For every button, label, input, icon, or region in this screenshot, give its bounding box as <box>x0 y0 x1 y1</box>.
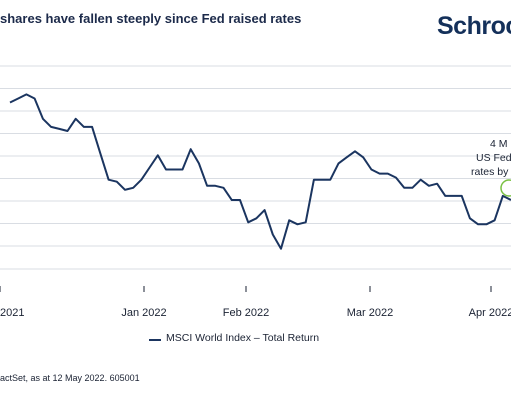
x-tick-label: Mar 2022 <box>347 307 393 319</box>
gridlines <box>0 65 511 270</box>
annotation-marker <box>500 179 511 197</box>
annotation: 4 M US Fed rates by <box>471 138 511 197</box>
schroders-logo: Schroc <box>437 12 511 40</box>
legend-label: MSCI World Index – Total Return <box>166 332 320 344</box>
annotation-text: 4 M <box>490 138 508 150</box>
annotation-text: US Fed <box>476 152 511 164</box>
x-axis: 2021 Jan 2022 Feb 2022 Mar 2022 Apr 2022 <box>0 286 511 319</box>
source-note: actSet, as at 12 May 2022. 605001 <box>0 373 140 383</box>
series-layer <box>9 93 511 250</box>
legend: MSCI World Index – Total Return <box>0 331 511 347</box>
legend-swatch <box>149 339 161 341</box>
annotation-text: rates by <box>471 166 509 178</box>
x-tick-label: Apr 2022 <box>469 307 511 319</box>
x-tick-label: Feb 2022 <box>223 307 269 319</box>
x-tick-label: 2021 <box>0 307 24 319</box>
chart-title: shares have fallen steeply since Fed rai… <box>0 11 302 26</box>
series-line <box>9 93 511 250</box>
x-tick-label: Jan 2022 <box>121 307 166 319</box>
